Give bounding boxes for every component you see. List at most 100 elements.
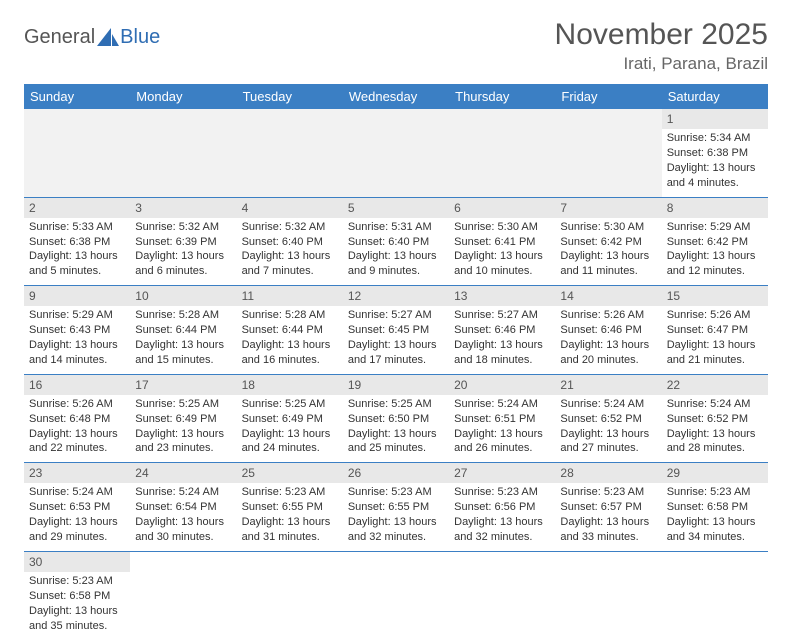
sunset-line: Sunset: 6:45 PM bbox=[348, 323, 444, 338]
daylight-line-1: Daylight: 13 hours bbox=[348, 515, 444, 530]
empty-cell bbox=[555, 551, 661, 639]
sunrise-line: Sunrise: 5:28 AM bbox=[242, 308, 338, 323]
day-cell: 9Sunrise: 5:29 AMSunset: 6:43 PMDaylight… bbox=[24, 286, 130, 375]
day-number: 28 bbox=[555, 463, 661, 483]
day-number: 16 bbox=[24, 375, 130, 395]
day-cell: 6Sunrise: 5:30 AMSunset: 6:41 PMDaylight… bbox=[449, 197, 555, 286]
day-cell: 2Sunrise: 5:33 AMSunset: 6:38 PMDaylight… bbox=[24, 197, 130, 286]
day-number: 22 bbox=[662, 375, 768, 395]
daylight-line-2: and 20 minutes. bbox=[560, 353, 656, 368]
daylight-line-1: Daylight: 13 hours bbox=[135, 515, 231, 530]
daylight-line-2: and 5 minutes. bbox=[29, 264, 125, 279]
daylight-line-2: and 11 minutes. bbox=[560, 264, 656, 279]
daylight-line-2: and 28 minutes. bbox=[667, 441, 763, 456]
sunrise-line: Sunrise: 5:24 AM bbox=[454, 397, 550, 412]
day-number: 15 bbox=[662, 286, 768, 306]
day-number: 18 bbox=[237, 375, 343, 395]
day-number: 20 bbox=[449, 375, 555, 395]
calendar-row: 1Sunrise: 5:34 AMSunset: 6:38 PMDaylight… bbox=[24, 109, 768, 197]
day-cell: 22 Sunrise: 5:24 AMSunset: 6:52 PMDayligh… bbox=[662, 374, 768, 463]
sunset-line: Sunset: 6:42 PM bbox=[560, 235, 656, 250]
day-cell: 15Sunrise: 5:26 AMSunset: 6:47 PMDayligh… bbox=[662, 286, 768, 375]
daylight-line-1: Daylight: 13 hours bbox=[29, 249, 125, 264]
daylight-line-2: and 32 minutes. bbox=[454, 530, 550, 545]
header: General Blue November 2025 Irati, Parana… bbox=[24, 18, 768, 74]
sunrise-line: Sunrise: 5:28 AM bbox=[135, 308, 231, 323]
sunset-line: Sunset: 6:44 PM bbox=[242, 323, 338, 338]
sunrise-line: Sunrise: 5:32 AM bbox=[135, 220, 231, 235]
daylight-line-2: and 10 minutes. bbox=[454, 264, 550, 279]
daylight-line-1: Daylight: 13 hours bbox=[454, 515, 550, 530]
day-cell: 27Sunrise: 5:23 AMSunset: 6:56 PMDayligh… bbox=[449, 463, 555, 552]
day-header: Thursday bbox=[449, 84, 555, 109]
daylight-line-2: and 29 minutes. bbox=[29, 530, 125, 545]
empty-cell bbox=[343, 109, 449, 197]
empty-cell bbox=[449, 109, 555, 197]
sunset-line: Sunset: 6:38 PM bbox=[667, 146, 763, 161]
sunset-line: Sunset: 6:40 PM bbox=[348, 235, 444, 250]
day-header: Wednesday bbox=[343, 84, 449, 109]
day-number: 6 bbox=[449, 198, 555, 218]
daylight-line-2: and 35 minutes. bbox=[29, 619, 125, 634]
daylight-line-1: Daylight: 13 hours bbox=[667, 249, 763, 264]
sunset-line: Sunset: 6:40 PM bbox=[242, 235, 338, 250]
sunrise-line: Sunrise: 5:29 AM bbox=[667, 220, 763, 235]
daylight-line-1: Daylight: 13 hours bbox=[667, 427, 763, 442]
calendar-row: 30Sunrise: 5:23 AMSunset: 6:58 PMDayligh… bbox=[24, 551, 768, 639]
day-number: 3 bbox=[130, 198, 236, 218]
sunrise-line: Sunrise: 5:25 AM bbox=[242, 397, 338, 412]
day-number: 19 bbox=[343, 375, 449, 395]
sunset-line: Sunset: 6:39 PM bbox=[135, 235, 231, 250]
daylight-line-1: Daylight: 13 hours bbox=[560, 515, 656, 530]
daylight-line-1: Daylight: 13 hours bbox=[560, 338, 656, 353]
sunrise-line: Sunrise: 5:34 AM bbox=[667, 131, 763, 146]
daylight-line-2: and 9 minutes. bbox=[348, 264, 444, 279]
sunset-line: Sunset: 6:52 PM bbox=[667, 412, 763, 427]
day-number: 10 bbox=[130, 286, 236, 306]
daylight-line-1: Daylight: 13 hours bbox=[29, 515, 125, 530]
calendar-row: 16Sunrise: 5:26 AMSunset: 6:48 PMDayligh… bbox=[24, 374, 768, 463]
sunset-line: Sunset: 6:56 PM bbox=[454, 500, 550, 515]
day-header-row: SundayMondayTuesdayWednesdayThursdayFrid… bbox=[24, 84, 768, 109]
calendar-row: 23Sunrise: 5:24 AMSunset: 6:53 PMDayligh… bbox=[24, 463, 768, 552]
sunrise-line: Sunrise: 5:23 AM bbox=[348, 485, 444, 500]
sunset-line: Sunset: 6:38 PM bbox=[29, 235, 125, 250]
daylight-line-2: and 33 minutes. bbox=[560, 530, 656, 545]
day-number: 7 bbox=[555, 198, 661, 218]
calendar-row: 2Sunrise: 5:33 AMSunset: 6:38 PMDaylight… bbox=[24, 197, 768, 286]
day-number: 26 bbox=[343, 463, 449, 483]
daylight-line-2: and 23 minutes. bbox=[135, 441, 231, 456]
day-number: 1 bbox=[662, 109, 768, 129]
day-number: 4 bbox=[237, 198, 343, 218]
daylight-line-2: and 34 minutes. bbox=[667, 530, 763, 545]
daylight-line-1: Daylight: 13 hours bbox=[560, 427, 656, 442]
empty-cell bbox=[130, 551, 236, 639]
daylight-line-2: and 17 minutes. bbox=[348, 353, 444, 368]
day-header: Sunday bbox=[24, 84, 130, 109]
daylight-line-2: and 31 minutes. bbox=[242, 530, 338, 545]
daylight-line-1: Daylight: 13 hours bbox=[454, 427, 550, 442]
empty-cell bbox=[130, 109, 236, 197]
day-number: 29 bbox=[662, 463, 768, 483]
daylight-line-1: Daylight: 13 hours bbox=[29, 604, 125, 619]
sunrise-line: Sunrise: 5:31 AM bbox=[348, 220, 444, 235]
day-cell: 19Sunrise: 5:25 AMSunset: 6:50 PMDayligh… bbox=[343, 374, 449, 463]
sunset-line: Sunset: 6:43 PM bbox=[29, 323, 125, 338]
sunrise-line: Sunrise: 5:27 AM bbox=[348, 308, 444, 323]
daylight-line-1: Daylight: 13 hours bbox=[242, 515, 338, 530]
sunrise-line: Sunrise: 5:24 AM bbox=[667, 397, 763, 412]
calendar-table: SundayMondayTuesdayWednesdayThursdayFrid… bbox=[24, 84, 768, 639]
daylight-line-1: Daylight: 13 hours bbox=[242, 338, 338, 353]
daylight-line-1: Daylight: 13 hours bbox=[454, 338, 550, 353]
day-number: 24 bbox=[130, 463, 236, 483]
day-cell: 7Sunrise: 5:30 AMSunset: 6:42 PMDaylight… bbox=[555, 197, 661, 286]
sunset-line: Sunset: 6:58 PM bbox=[667, 500, 763, 515]
sunrise-line: Sunrise: 5:24 AM bbox=[560, 397, 656, 412]
day-cell: 25Sunrise: 5:23 AMSunset: 6:55 PMDayligh… bbox=[237, 463, 343, 552]
sunset-line: Sunset: 6:49 PM bbox=[242, 412, 338, 427]
logo: General Blue bbox=[24, 26, 160, 49]
daylight-line-2: and 21 minutes. bbox=[667, 353, 763, 368]
sunset-line: Sunset: 6:55 PM bbox=[348, 500, 444, 515]
sunrise-line: Sunrise: 5:23 AM bbox=[29, 574, 125, 589]
sunset-line: Sunset: 6:51 PM bbox=[454, 412, 550, 427]
